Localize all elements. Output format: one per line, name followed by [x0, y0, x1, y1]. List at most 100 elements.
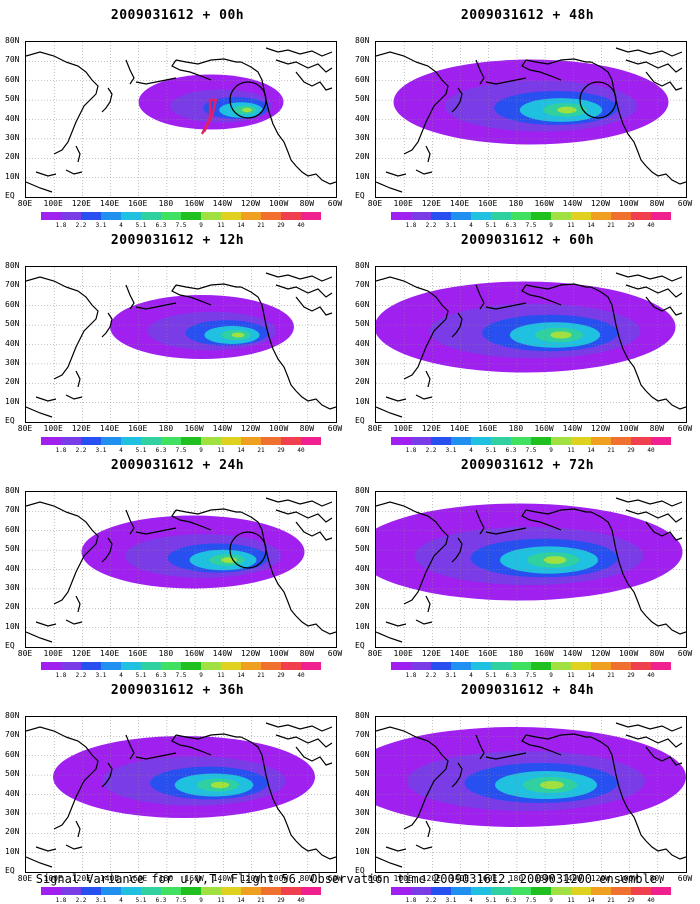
colorbar-swatch: [651, 212, 671, 220]
lon-label: 140E: [99, 649, 120, 658]
coastline: [265, 722, 333, 732]
coastline: [125, 734, 135, 760]
colorbar-label: 40: [297, 447, 305, 454]
panel-title: 2009031612 + 72h: [460, 458, 595, 473]
colorbar-label: 14: [237, 897, 245, 904]
colorbar-label: 2.2: [75, 672, 87, 679]
coastline: [451, 312, 463, 338]
lon-label: 160E: [128, 649, 148, 658]
coastline: [175, 508, 241, 515]
colorbar-swatch: [431, 887, 451, 895]
lat-label: EQ: [355, 866, 365, 875]
coastline: [485, 77, 527, 85]
lon-label: 180: [508, 649, 524, 658]
colorbar-swatch: [241, 437, 261, 445]
coastline: [403, 736, 449, 830]
colorbar-label: 4: [119, 447, 123, 454]
colorbar-label: 2.2: [425, 222, 437, 229]
colorbar-swatch: [531, 887, 551, 895]
colorbar-swatch: [411, 437, 431, 445]
lat-label: EQ: [5, 866, 15, 875]
lon-label: 60W: [677, 649, 693, 658]
coastline: [171, 509, 212, 531]
colorbar-label: 14: [237, 447, 245, 454]
colorbar-label: 14: [587, 447, 595, 454]
colorbar-label: 5.1: [135, 672, 147, 679]
colorbar-swatch: [141, 212, 161, 220]
coastline: [240, 736, 297, 842]
colorbar-swatch: [431, 662, 451, 670]
lon-label: 100W: [268, 649, 289, 658]
colorbar-swatch: [651, 662, 671, 670]
colorbar-swatch: [631, 212, 651, 220]
colorbar-label: 40: [647, 672, 655, 679]
colorbar-swatch: [221, 662, 241, 670]
colorbar-label: 40: [297, 672, 305, 679]
lat-label: 40N: [5, 113, 20, 123]
colorbar-label: 9: [549, 447, 553, 454]
colorbar-label: 29: [277, 447, 285, 454]
lat-label: 30N: [5, 807, 20, 817]
coastline: [590, 736, 647, 842]
lat-label: EQ: [5, 191, 15, 200]
coastline: [26, 51, 67, 63]
lon-label: 120E: [421, 874, 441, 883]
coastline: [403, 61, 449, 155]
colorbar-label: 5.1: [485, 447, 497, 454]
coastline: [75, 595, 81, 613]
colorbar-swatch: [631, 437, 651, 445]
coastline: [485, 527, 527, 535]
lat-label: 20N: [5, 827, 20, 837]
lon-label: 120W: [590, 874, 611, 883]
colorbar-swatch: [61, 212, 81, 220]
colorbar-label: 9: [549, 222, 553, 229]
coastline: [590, 511, 647, 617]
lat-label: 70N: [5, 280, 20, 290]
colorbar-swatch: [241, 212, 261, 220]
colorbar-label: 40: [297, 897, 305, 904]
coastline: [265, 272, 333, 282]
colorbar-label: 11: [567, 447, 575, 454]
colorbar-label: 21: [257, 447, 265, 454]
colorbar-swatch: [571, 887, 591, 895]
coastline: [26, 726, 67, 738]
colorbar-swatch: [121, 887, 141, 895]
colorbar-label: 11: [217, 672, 225, 679]
lon-label: 60W: [327, 424, 343, 433]
coastline: [645, 615, 686, 635]
lon-label: 140W: [562, 649, 582, 658]
lon-label: 120E: [71, 199, 91, 208]
coastline: [135, 527, 177, 535]
lat-label: 50N: [355, 94, 370, 104]
colorbar-label: 2.2: [75, 222, 87, 229]
coastline: [521, 734, 562, 756]
lon-label: 160E: [478, 874, 498, 883]
colorbar-label: 9: [199, 222, 203, 229]
map-svg: [376, 42, 686, 197]
colorbar-label: 6.3: [505, 222, 517, 229]
coastline: [415, 169, 433, 175]
coastline: [65, 619, 83, 625]
coastline: [403, 286, 449, 380]
coastline: [26, 406, 53, 418]
lon-label: 80W: [299, 874, 315, 883]
colorbar-swatch: [431, 212, 451, 220]
colorbar-swatch: [81, 212, 101, 220]
colorbar-label: 5.1: [485, 897, 497, 904]
lon-label: 120W: [590, 424, 611, 433]
coastline: [521, 284, 562, 306]
colorbar-label: 1.8: [405, 672, 417, 679]
colorbar-swatch: [591, 662, 611, 670]
coastline: [385, 396, 407, 402]
lat-label: 50N: [5, 544, 20, 554]
coastline: [521, 509, 562, 531]
lat-label: 50N: [355, 544, 370, 554]
lat-label: 80N: [355, 711, 370, 720]
lat-label: 40N: [5, 338, 20, 348]
coastline: [615, 722, 683, 732]
lon-label: 120E: [421, 199, 441, 208]
lat-label: 30N: [355, 357, 370, 367]
coastline: [451, 762, 463, 788]
lon-label: 60W: [677, 424, 693, 433]
map-area: [375, 266, 687, 423]
